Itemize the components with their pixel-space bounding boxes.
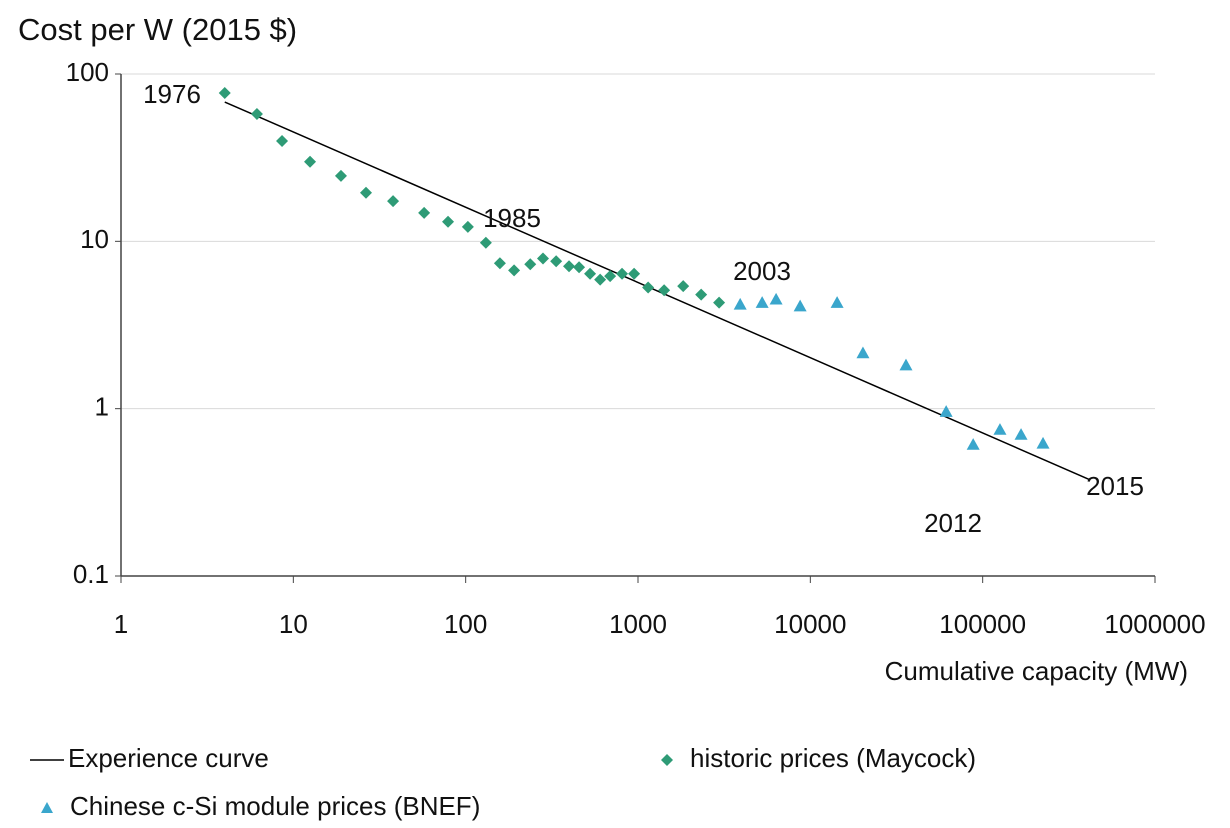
diamond-marker [524, 258, 537, 271]
diamond-marker [658, 284, 671, 297]
x-tick-label: 1000 [609, 609, 667, 639]
diamond-marker [250, 107, 263, 120]
triangle-marker [733, 297, 747, 310]
y-tick-label: 0.1 [73, 559, 109, 589]
legend-swatch [661, 754, 673, 766]
triangle-marker [755, 296, 769, 308]
annotation: 1985 [483, 203, 541, 233]
triangle-marker [966, 438, 980, 450]
triangle-marker [1014, 428, 1028, 440]
annotation: 2015 [1086, 471, 1144, 501]
diamond-marker [573, 261, 586, 274]
legend-label: Chinese c-Si module prices (BNEF) [70, 791, 480, 821]
annotation: 1976 [143, 79, 201, 109]
diamond-marker [695, 288, 708, 301]
experience-curve [224, 101, 1091, 481]
diamond-marker [276, 134, 289, 147]
chart-title: Cost per W (2015 $) [18, 12, 297, 47]
diamond-marker [616, 267, 629, 280]
diamond-marker [387, 195, 400, 208]
annotation: 2003 [733, 256, 791, 286]
diamond-marker [359, 186, 372, 199]
x-axis-label: Cumulative capacity (MW) [885, 656, 1188, 686]
diamond-marker [304, 155, 317, 168]
diamond-marker [604, 270, 617, 283]
diamond-marker [442, 215, 455, 228]
diamond-marker [584, 267, 597, 280]
diamond-marker [479, 236, 492, 249]
y-tick-label: 100 [66, 57, 109, 87]
diamond-marker [550, 255, 563, 268]
x-tick-label: 100000 [939, 609, 1026, 639]
diamond-marker [713, 296, 726, 309]
triangle-marker [939, 405, 953, 417]
triangle-marker [769, 292, 783, 305]
diamond-marker [642, 281, 655, 294]
legend-label: historic prices (Maycock) [690, 743, 976, 773]
diamond-marker [218, 86, 231, 99]
y-tick-label: 10 [80, 224, 109, 254]
triangle-marker [899, 358, 913, 371]
diamond-marker [594, 273, 607, 286]
x-tick-label: 10000 [774, 609, 846, 639]
triangle-marker [856, 346, 870, 359]
diamond-marker [461, 220, 474, 233]
diamond-marker [536, 252, 549, 265]
diamond-marker [628, 267, 641, 280]
diamond-marker [563, 260, 576, 273]
x-tick-label: 1000000 [1104, 609, 1205, 639]
x-tick-label: 100 [444, 609, 487, 639]
diamond-marker [493, 257, 506, 270]
diamond-marker [418, 206, 431, 219]
triangle-marker [793, 299, 807, 312]
triangle-marker [830, 296, 844, 308]
diamond-marker [677, 280, 690, 293]
diamond-marker [334, 169, 347, 182]
x-tick-label: 10 [279, 609, 308, 639]
triangle-marker [1036, 436, 1050, 449]
diamond-marker [508, 264, 521, 277]
legend-label: Experience curve [68, 743, 269, 773]
x-tick-label: 1 [114, 609, 128, 639]
legend-swatch [41, 802, 53, 813]
triangle-marker [993, 423, 1007, 435]
annotation: 2012 [924, 508, 982, 538]
y-tick-label: 1 [95, 392, 109, 422]
